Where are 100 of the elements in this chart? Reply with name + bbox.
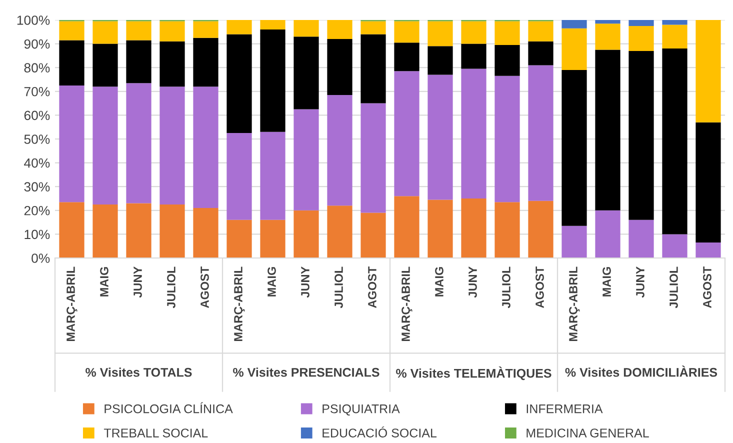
bar xyxy=(294,36,319,110)
bar xyxy=(394,21,420,43)
x-tick-label: JUNY xyxy=(468,266,477,298)
bar xyxy=(92,86,118,204)
bar xyxy=(595,24,620,50)
bar xyxy=(662,234,688,258)
bar xyxy=(461,44,486,69)
y-tick-label: 10% xyxy=(24,230,50,240)
bar xyxy=(126,83,152,204)
bar xyxy=(59,40,84,86)
y-tick-label: 80% xyxy=(24,63,50,73)
bar xyxy=(662,24,688,49)
x-tick-label: MARÇ-ABRIL xyxy=(66,266,78,341)
bar xyxy=(428,46,453,75)
legend-label: MEDICINA GENERAL xyxy=(526,428,649,438)
legend-label: PSIQUIATRIA xyxy=(322,404,400,416)
bar xyxy=(628,20,654,26)
legend-label: TREBALL SOCIAL xyxy=(104,428,208,438)
x-tick-label: MAIG xyxy=(435,267,444,296)
y-tick-label: 90% xyxy=(24,39,50,49)
y-tick-label: 0% xyxy=(32,254,50,263)
x-tick-label: JULIOL xyxy=(334,266,343,308)
bar xyxy=(226,34,252,134)
bar xyxy=(394,196,420,258)
bar xyxy=(160,86,185,204)
bar xyxy=(696,242,721,258)
bar xyxy=(628,50,654,220)
bar xyxy=(360,212,386,258)
bar xyxy=(294,109,319,210)
bar xyxy=(294,210,319,258)
bar xyxy=(428,21,453,46)
x-tick-label: AGOST xyxy=(536,266,544,308)
bar xyxy=(160,204,185,258)
bar xyxy=(294,20,319,37)
bar xyxy=(193,86,218,208)
bar xyxy=(696,20,721,122)
legend-label: INFERMERIA xyxy=(526,404,603,414)
x-tick-label: JULIOL xyxy=(670,266,678,308)
bar xyxy=(260,30,286,132)
x-tick-label: MAIG xyxy=(602,267,611,296)
bar xyxy=(59,202,84,258)
bar xyxy=(59,85,84,202)
text: % Visites TOTALS xyxy=(86,368,192,377)
bar xyxy=(327,94,352,206)
bar xyxy=(226,133,252,220)
x-tick-label: JUNY xyxy=(301,266,310,298)
bar xyxy=(662,48,688,234)
bar xyxy=(92,204,118,258)
legend-label: EDUCACIÓ SOCIAL xyxy=(322,426,437,438)
x-tick-label: JUNY xyxy=(636,266,644,298)
bar xyxy=(160,21,185,42)
bar xyxy=(126,40,152,84)
x-tick-label: MAIG xyxy=(100,267,108,296)
x-tick-label: MARÇ-ABRIL xyxy=(234,266,245,341)
bar xyxy=(428,200,453,258)
y-tick-label: 40% xyxy=(24,158,50,168)
bar xyxy=(59,21,84,40)
bar xyxy=(394,71,420,196)
x-tick-label: AGOST xyxy=(200,266,209,308)
legend-label: PSICOLOGIA CLÍNICA xyxy=(104,402,233,414)
bar xyxy=(494,21,520,45)
bar xyxy=(126,203,152,258)
bar xyxy=(394,42,420,72)
bar xyxy=(595,20,620,24)
y-tick-label: 100% xyxy=(17,16,50,25)
bar xyxy=(260,20,286,30)
bar xyxy=(528,65,554,201)
bar xyxy=(562,20,587,28)
bar xyxy=(461,198,486,258)
x-tick-label: MARÇ-ABRIL xyxy=(569,266,580,341)
bar xyxy=(92,44,118,87)
x-tick-label: MARÇ-ABRIL xyxy=(402,266,412,341)
bar xyxy=(562,28,587,70)
y-tick-label: 20% xyxy=(24,206,50,216)
bar xyxy=(92,21,118,44)
bar xyxy=(327,20,352,40)
bar xyxy=(360,34,386,104)
bar xyxy=(595,210,620,258)
x-tick-label: AGOST xyxy=(368,266,376,308)
x-tick-label: MAIG xyxy=(268,267,276,296)
x-tick-label: JULIOL xyxy=(167,266,176,308)
text: % Visites TELEMÀTIQUES xyxy=(396,366,552,380)
text: % Visites PRESENCIALS xyxy=(233,368,380,377)
bar xyxy=(260,220,286,258)
bar xyxy=(226,220,252,258)
x-tick-label: JULIOL xyxy=(502,266,510,308)
bar xyxy=(562,226,587,258)
bar xyxy=(494,76,520,202)
bar xyxy=(193,208,218,258)
y-tick-label: 70% xyxy=(24,86,50,96)
bar xyxy=(360,103,386,213)
bar xyxy=(461,21,486,44)
bar xyxy=(494,202,520,258)
bar xyxy=(528,41,554,66)
text: % Visites DOMICILIÀRIES xyxy=(565,366,718,377)
bar xyxy=(260,132,286,220)
y-tick-label: 60% xyxy=(24,110,50,120)
bar xyxy=(628,220,654,258)
y-tick-label: 30% xyxy=(24,182,50,192)
bar xyxy=(528,21,554,42)
